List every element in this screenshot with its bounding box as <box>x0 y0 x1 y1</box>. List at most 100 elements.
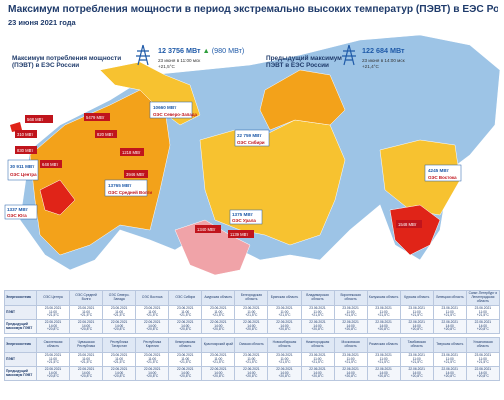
table-cell: 23.06.2021 11:00 +21,5°С <box>201 305 236 320</box>
table-row-label: ПЭВТ <box>4 305 37 320</box>
region-text-310: 310 МВт <box>17 132 33 137</box>
table-header-cell: Курская область <box>399 290 434 306</box>
table-header-cell: Смоленская область <box>35 337 71 353</box>
region-text-1340: 1340 МВт <box>197 227 216 232</box>
kpi-left-line1: 23 июня в 11:00 мск <box>158 58 201 63</box>
table-header-cell: Тамбовская область <box>399 337 434 353</box>
ues-box-ural <box>229 209 263 225</box>
kpi-left-delta: (980 МВт) <box>211 46 245 55</box>
table-cell: 22.06.2021 14:00 +20,8°С <box>168 319 203 334</box>
region-text-568: 568 МВт <box>27 117 43 122</box>
region-text-830: 830 МВт <box>17 148 33 153</box>
region-label-1218 <box>120 148 144 156</box>
ues-box-volga <box>104 179 148 197</box>
table-cell: 22.06.2021 14:00 +20,8°С <box>399 366 434 381</box>
table-cell: 22.06.2021 14:00 +20,8°С <box>333 319 368 334</box>
table-header-cell: Белгородская область <box>234 290 269 306</box>
table-cell: 22.06.2021 14:00 +20,8°С <box>465 319 501 334</box>
map-region-center-red <box>39 179 76 216</box>
table-cell: 22.06.2021 14:00 +20,8°С <box>300 319 335 334</box>
table-header-cell: Нижегородская область <box>300 337 335 353</box>
table-header-cell: Республика Татарстан <box>102 337 137 353</box>
region-text-1139: 1139 МВт <box>230 232 248 237</box>
table-header-cell: Санкт-Петербург и Ленинградская область <box>465 290 501 306</box>
table-cell: 23.06.2021 11:00 +21,5°С <box>333 352 368 367</box>
ues-box-east <box>424 164 462 182</box>
ues-box-center <box>7 159 39 181</box>
region-text-648: 648 МВт <box>42 162 58 167</box>
power-tower-icon <box>342 44 356 66</box>
table-cell: 23.06.2021 11:00 +21,5°С <box>267 352 302 367</box>
region-label-820 <box>95 130 117 138</box>
data-table-bottom: Энергосистема Смоленская область Чувашск… <box>4 337 501 381</box>
page-date: 23 июня 2021 года <box>8 18 76 27</box>
table-row-label: Предыдущий максимум ПЭВТ <box>4 319 37 334</box>
region-label-568 <box>25 115 53 123</box>
region-label-1139 <box>228 230 254 238</box>
up-arrow-icon: ▲ <box>202 46 210 55</box>
ues-name-center: ОЭС Центра <box>10 172 37 177</box>
ues-name-east: ОЭС Востока <box>428 175 457 180</box>
table-header-cell: ОЭС Средней Волги <box>69 290 104 306</box>
map-region-pink <box>174 219 251 276</box>
table-header-cell: Воронежская область <box>333 290 368 306</box>
table-header-cell: Кемеровская область <box>168 337 203 353</box>
table-cell: 23.06.2021 11:00 +21,5°С <box>168 305 203 320</box>
ues-name-northwest: ОЭС Северо-Запада <box>153 112 198 117</box>
table-cell: 23.06.2021 11:00 +21,5°С <box>234 352 269 367</box>
table-cell: 22.06.2021 14:00 +20,8°С <box>69 366 104 381</box>
ues-box-south <box>4 204 38 220</box>
table-row-label: Предыдущий максимум ПЭВТ <box>4 366 37 381</box>
kpi-right-title: Предыдущий максимум ПЭВТ в ЕЭС России <box>266 55 342 70</box>
table-cell: 22.06.2021 14:00 +20,8°С <box>432 319 467 334</box>
kpi-right-line1: 23 июня в 14:00 мск <box>362 58 405 63</box>
table-cell: 23.06.2021 11:00 +21,5°С <box>366 352 401 367</box>
table-header-cell: ОЭС Сибири <box>168 290 203 306</box>
table-cell: 23.06.2021 11:00 +21,5°С <box>366 305 401 320</box>
kpi-left-value: 12 3756 МВт ▲ (980 МВт) <box>158 46 244 55</box>
table-header-cell: Ульяновская область <box>465 337 501 353</box>
table-header-cell: Чувашская Республика <box>69 337 104 353</box>
table-header-cell: Энергосистема <box>4 337 37 353</box>
ues-name-south: ОЭС Юга <box>7 213 27 218</box>
table-cell: 22.06.2021 14:00 +20,8°С <box>366 366 401 381</box>
ues-value-east: 4245 МВт <box>428 168 450 173</box>
table-row: ПЭВТ 23.06.2021 11:00 +21,5°С 23.06.2021 … <box>4 305 501 320</box>
table-cell: 23.06.2021 11:00 +21,5°С <box>135 305 170 320</box>
region-text-1218: 1218 МВт <box>122 150 141 155</box>
table-cell: 23.06.2021 11:00 +21,5°С <box>234 305 269 320</box>
region-label-3946 <box>124 170 148 178</box>
map-region-amur-red <box>389 204 441 256</box>
region-text-5479: 5479 МВт <box>86 115 105 120</box>
region-label-310 <box>15 130 37 138</box>
region-label-group <box>15 113 422 238</box>
table-header-cell: Московская область <box>333 337 368 353</box>
table-header-cell: Красноярский край <box>201 337 236 353</box>
table-row-label: ПЭВТ <box>4 352 37 367</box>
ues-value-south: 1337 МВт <box>7 207 29 212</box>
region-label-1548 <box>396 220 422 228</box>
table-cell: 23.06.2021 11:00 +21,5°С <box>300 352 335 367</box>
table-header-cell: Липецкая область <box>432 290 467 306</box>
region-text-3946: 3946 МВт <box>126 172 145 177</box>
region-text-1548: 1548 МВт <box>398 222 417 227</box>
table-cell: 22.06.2021 14:00 +20,8°С <box>432 366 467 381</box>
table-header-cell: Амурская область <box>201 290 236 306</box>
table-header-cell: Энергосистема <box>4 290 37 306</box>
table-cell: 23.06.2021 11:00 +21,5°С <box>267 305 302 320</box>
region-label-5479 <box>84 113 110 121</box>
kpi-right-line2: +21,4°С <box>362 64 379 69</box>
ues-box-northwest <box>149 101 193 119</box>
table-header-cell: Новосибирская область <box>267 337 302 353</box>
table-header-cell: Тверская область <box>432 337 467 353</box>
map-region-kaliningrad <box>10 122 22 132</box>
power-tower-icon <box>136 44 150 66</box>
table-row: ПЭВТ 23.06.2021 11:00 +21,5°С 23.06.2021 … <box>4 352 501 367</box>
table-cell: 23.06.2021 11:00 +21,5°С <box>465 352 501 367</box>
table-cell: 23.06.2021 11:00 +21,5°С <box>102 305 137 320</box>
map-region-east-orange <box>379 139 461 216</box>
table-cell: 23.06.2021 11:00 +21,5°С <box>135 352 170 367</box>
region-label-830 <box>15 146 37 154</box>
ues-value-volga: 13765 МВт <box>108 183 132 188</box>
table-cell: 22.06.2021 14:00 +20,8°С <box>201 366 236 381</box>
